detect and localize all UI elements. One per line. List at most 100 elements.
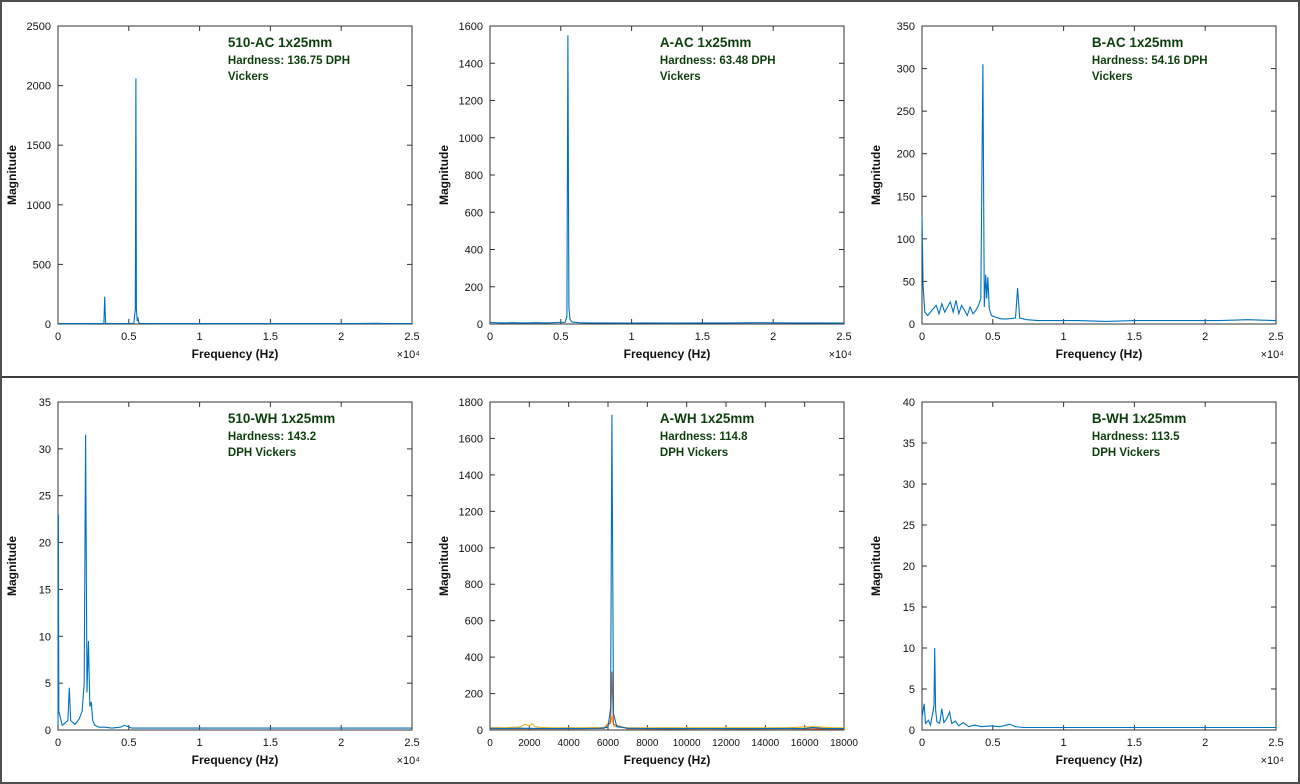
y-tick-label: 5 bbox=[45, 678, 51, 690]
y-tick-label: 200 bbox=[897, 149, 915, 161]
y-tick-label: 1000 bbox=[459, 543, 483, 555]
y-tick-label: 600 bbox=[465, 207, 483, 219]
x-tick-label: 2 bbox=[1202, 737, 1208, 749]
x-tick-label: 2.5 bbox=[404, 737, 419, 749]
series-line-spectrum bbox=[57, 78, 412, 325]
x-axis-label: Frequency (Hz) bbox=[624, 347, 711, 361]
y-axis-label: Magnitude bbox=[5, 145, 19, 205]
axes-box bbox=[57, 25, 413, 325]
x-tick-label: 0 bbox=[487, 738, 493, 749]
x-tick-label: 0 bbox=[55, 737, 61, 749]
x-tick-label: 2 bbox=[1202, 331, 1208, 343]
y-tick-label: 50 bbox=[903, 276, 915, 288]
y-tick-label: 0 bbox=[45, 319, 51, 331]
x-tick-label: 1.5 bbox=[1127, 331, 1142, 343]
x-axis-label: Frequency (Hz) bbox=[624, 753, 711, 767]
x-tick-label: 1 bbox=[629, 331, 635, 343]
y-axis-label: Magnitude bbox=[869, 145, 883, 205]
chart-svg: 0 0.5 1 1.5 2 2.5 0 50 100 150 200 250 300 350 Frequen… bbox=[869, 21, 1284, 361]
y-tick-label: 2500 bbox=[27, 21, 51, 33]
series-line-spectrum-blue bbox=[489, 414, 844, 730]
x-tick-label: 2 bbox=[770, 331, 776, 343]
y-tick-label: 5 bbox=[909, 684, 915, 696]
y-tick-label: 0 bbox=[909, 319, 915, 331]
x-tick-label: 4000 bbox=[558, 738, 581, 749]
y-tick-label: 0 bbox=[477, 725, 483, 737]
axes-box bbox=[57, 401, 413, 731]
y-tick-label: 2000 bbox=[27, 81, 51, 93]
y-tick-label: 1200 bbox=[459, 96, 483, 108]
chart-svg: 0 0.5 1 1.5 2 2.5 0 5 10 15 20 25 30 35 40 Frequency (H… bbox=[869, 397, 1285, 767]
x-tick-label: 0 bbox=[55, 331, 61, 343]
y-tick-label: 1000 bbox=[459, 133, 483, 145]
y-tick-label: 10 bbox=[903, 643, 915, 655]
y-tick-label: 10 bbox=[39, 631, 51, 643]
top-row: 0 0.5 1 1.5 2 2.5 0 500 1000 1500 2000 2500 Frequenc… bbox=[2, 2, 1298, 378]
x-tick-label: 6000 bbox=[597, 738, 620, 749]
x-tick-label: 2 bbox=[338, 737, 344, 749]
y-tick-label: 0 bbox=[45, 725, 51, 737]
x-axis-exponent: ×10⁴ bbox=[829, 349, 853, 361]
y-tick-label: 400 bbox=[465, 652, 483, 664]
y-tick-label: 350 bbox=[897, 21, 915, 33]
y-tick-label: 1200 bbox=[459, 506, 483, 518]
chart-a-ac: 0 0.5 1 1.5 2 2.5 0 200 400 600 800 1000 1200 1400 160… bbox=[434, 2, 866, 376]
chart-svg: 0 0.5 1 1.5 2 2.5 0 500 1000 1500 2000 2500 Frequenc… bbox=[5, 21, 421, 361]
y-tick-label: 15 bbox=[39, 584, 51, 596]
chart-510-ac: 0 0.5 1 1.5 2 2.5 0 500 1000 1500 2000 2500 Frequenc… bbox=[2, 2, 434, 376]
x-tick-label: 0.5 bbox=[985, 737, 1000, 749]
x-axis-exponent: ×10⁴ bbox=[397, 349, 421, 361]
axes-box bbox=[921, 25, 1277, 325]
y-tick-label: 35 bbox=[903, 438, 915, 450]
series-line-spectrum bbox=[921, 647, 1276, 729]
x-axis-label: Frequency (Hz) bbox=[1056, 347, 1143, 361]
y-tick-label: 40 bbox=[903, 397, 915, 409]
y-tick-label: 1400 bbox=[459, 58, 483, 70]
x-axis-label: Frequency (Hz) bbox=[1056, 753, 1143, 767]
y-axis-label: Magnitude bbox=[437, 536, 451, 596]
x-tick-label: 2.5 bbox=[1268, 331, 1283, 343]
y-tick-label: 300 bbox=[897, 64, 915, 76]
x-tick-label: 1.5 bbox=[1127, 737, 1142, 749]
x-tick-label: 14000 bbox=[751, 738, 779, 749]
chart-510-wh: 0 0.5 1 1.5 2 2.5 0 5 10 15 20 25 30 35 Frequency (Hz)… bbox=[2, 378, 434, 782]
x-tick-label: 1.5 bbox=[263, 737, 278, 749]
y-tick-label: 600 bbox=[465, 616, 483, 628]
y-tick-label: 0 bbox=[477, 319, 483, 331]
x-tick-label: 0 bbox=[919, 737, 925, 749]
y-tick-label: 500 bbox=[33, 259, 51, 271]
y-tick-label: 100 bbox=[897, 234, 915, 246]
y-axis-label: Magnitude bbox=[5, 536, 19, 596]
axes-box bbox=[489, 25, 845, 325]
y-tick-label: 400 bbox=[465, 245, 483, 257]
x-tick-label: 2000 bbox=[518, 738, 541, 749]
chart-svg: 0 0.5 1 1.5 2 2.5 0 200 400 600 800 1000 1200 1400 160… bbox=[437, 21, 853, 361]
x-tick-label: 1 bbox=[1061, 737, 1067, 749]
x-tick-label: 16000 bbox=[791, 738, 819, 749]
y-tick-label: 20 bbox=[39, 538, 51, 550]
y-tick-label: 30 bbox=[39, 444, 51, 456]
y-tick-label: 250 bbox=[897, 106, 915, 118]
series-line-spectrum bbox=[921, 64, 1277, 322]
y-tick-label: 800 bbox=[465, 170, 483, 182]
x-axis-exponent: ×10⁴ bbox=[1261, 755, 1285, 767]
x-tick-label: 0 bbox=[919, 331, 925, 343]
x-tick-label: 0.5 bbox=[985, 331, 1000, 343]
x-tick-label: 2 bbox=[338, 331, 344, 343]
x-tick-label: 1 bbox=[197, 737, 203, 749]
x-tick-label: 18000 bbox=[830, 738, 858, 749]
x-tick-label: 0.5 bbox=[121, 331, 136, 343]
x-tick-label: 1.5 bbox=[263, 331, 278, 343]
x-tick-label: 0.5 bbox=[553, 331, 568, 343]
y-tick-label: 800 bbox=[465, 579, 483, 591]
y-axis-label: Magnitude bbox=[869, 536, 883, 596]
series-line-spectrum bbox=[57, 434, 412, 729]
x-tick-label: 1.5 bbox=[695, 331, 710, 343]
y-tick-label: 20 bbox=[903, 561, 915, 573]
x-tick-label: 2.5 bbox=[836, 331, 851, 343]
x-tick-label: 12000 bbox=[712, 738, 740, 749]
x-tick-label: 2.5 bbox=[1268, 737, 1283, 749]
x-tick-label: 1 bbox=[1061, 331, 1067, 343]
series-line-spectrum-yellow bbox=[489, 715, 844, 729]
y-tick-label: 1600 bbox=[459, 433, 483, 445]
